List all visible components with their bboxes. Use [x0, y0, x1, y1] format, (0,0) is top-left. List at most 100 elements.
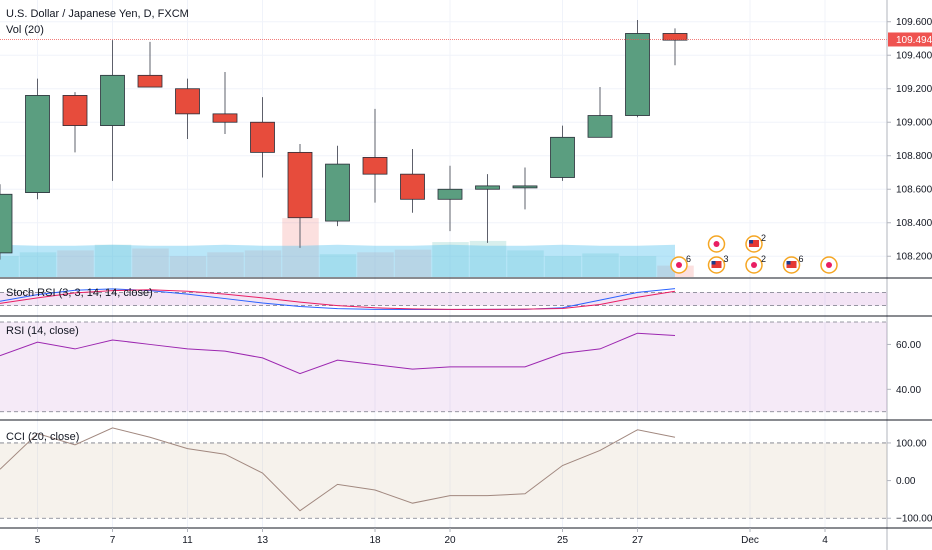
volume-bar: [582, 253, 619, 277]
event-markers: 6 3 2 2 6: [670, 233, 838, 274]
candle-body-up: [100, 74, 125, 126]
candle-body-down: [212, 113, 238, 123]
volume-bar: [132, 248, 169, 277]
cci-label: CCI (20, close): [6, 431, 80, 443]
event-dot-icon: [713, 241, 720, 247]
volume-bar: [544, 256, 582, 277]
time-tick-label: 25: [557, 535, 569, 546]
time-tick-label: 20: [444, 535, 456, 546]
last-price-tag-label: 109.494: [896, 35, 932, 46]
stoch-rsi-label: Stoch RSI (3, 3, 14, 14, close): [6, 287, 153, 299]
volume-bar: [207, 252, 244, 277]
event-dot-icon: [826, 262, 832, 268]
indicator-tick-label: 40.00: [896, 385, 921, 396]
candle: [100, 40, 125, 181]
price-tick-label: 109.000: [896, 118, 932, 129]
volume-bar: [169, 256, 207, 277]
event-marker: 6: [670, 254, 691, 274]
event-marker: 2: [745, 254, 766, 274]
us-flag-icon: [749, 240, 759, 247]
us-flag-icon: [786, 261, 797, 268]
price-tick-label: 108.600: [896, 185, 932, 196]
candle: [25, 78, 50, 200]
rsi-label: RSI (14, close): [6, 325, 79, 337]
volume-bar: [507, 250, 544, 277]
candle-body-up: [550, 136, 575, 178]
volume-bar: [469, 240, 507, 277]
candle: [137, 41, 163, 88]
us-flag-icon: [711, 261, 722, 268]
candle: [512, 167, 538, 210]
candle-body-down: [287, 151, 313, 219]
event-count: 3: [724, 254, 729, 264]
volume-label: Vol (20): [6, 24, 44, 36]
last-price-tag: 109.494: [888, 32, 932, 47]
volume-bar: [394, 249, 432, 277]
candle-body-up: [437, 188, 463, 200]
volume-ma-area: [0, 244, 675, 277]
volume-bar: [57, 250, 94, 277]
time-axis: 5 7 11 13 18 20 25 27 Dec 4: [35, 528, 828, 546]
event-marker: [820, 256, 838, 274]
last-price-tag-bg: [888, 32, 932, 47]
candle-body-down: [662, 33, 688, 41]
candle-body-up: [25, 95, 50, 193]
price-tick-label: 109.200: [896, 84, 932, 95]
volume-bar: [244, 250, 282, 277]
candle: [250, 97, 275, 178]
indicator-line: [0, 427, 676, 512]
time-tick-label: 13: [257, 535, 269, 546]
candle-body-down: [400, 173, 425, 200]
candle: [550, 125, 575, 181]
indicator-band-fill: [0, 442, 887, 519]
time-tick-label: 27: [632, 535, 644, 546]
time-tick-label: 18: [369, 535, 381, 546]
price-tick-label: 108.800: [896, 151, 932, 162]
candle-body-up: [625, 33, 650, 116]
volume-bar: [19, 252, 57, 277]
candle: [175, 78, 200, 139]
event-count: 6: [799, 254, 804, 264]
price-axis: 109.600 109.400 109.200 109.000 108.800 108.6…: [886, 0, 932, 550]
event-marker: 3: [707, 254, 729, 274]
volume-bar: [319, 254, 357, 277]
volume-bar: [94, 244, 132, 277]
cci-pane: 100.00 0.00 −100.00: [0, 427, 932, 525]
us-flag-canton: [711, 261, 716, 265]
event-dot-icon: [751, 262, 757, 268]
volume-bar: [0, 256, 19, 277]
candle-body-down: [175, 88, 200, 115]
candle: [625, 20, 650, 118]
time-tick-label: 5: [35, 535, 41, 546]
time-tick-label: 4: [822, 535, 828, 546]
event-count: 2: [761, 254, 766, 264]
price-tick-label: 109.400: [896, 51, 932, 62]
event-count: 6: [686, 254, 691, 264]
event-marker: [707, 235, 726, 253]
event-marker: 6: [782, 254, 804, 274]
candle: [362, 108, 388, 203]
candle-body-up: [512, 185, 538, 189]
candle-body-down: [362, 157, 388, 175]
candle: [587, 87, 613, 138]
candle: [662, 28, 688, 66]
time-tick-label: Dec: [741, 535, 759, 546]
chart-title: U.S. Dollar / Japanese Yen, D, FXCM: [6, 8, 189, 20]
time-tick-label: 11: [182, 535, 193, 546]
candle: [0, 184, 13, 260]
us-flag-canton: [786, 261, 791, 265]
price-tick-label: 108.400: [896, 218, 932, 229]
event-marker: 2: [745, 233, 766, 253]
grid-lines: [0, 0, 887, 528]
indicator-line: [0, 288, 676, 311]
volume-bar: [357, 252, 394, 277]
candle-body-up: [325, 163, 350, 222]
candle: [325, 145, 350, 227]
candle: [437, 165, 463, 232]
candle-body-up: [587, 115, 613, 138]
price-tick-label: 108.200: [896, 252, 932, 263]
candle-body-up: [0, 193, 13, 254]
candle: [62, 92, 88, 153]
candle-body-down: [62, 95, 88, 126]
